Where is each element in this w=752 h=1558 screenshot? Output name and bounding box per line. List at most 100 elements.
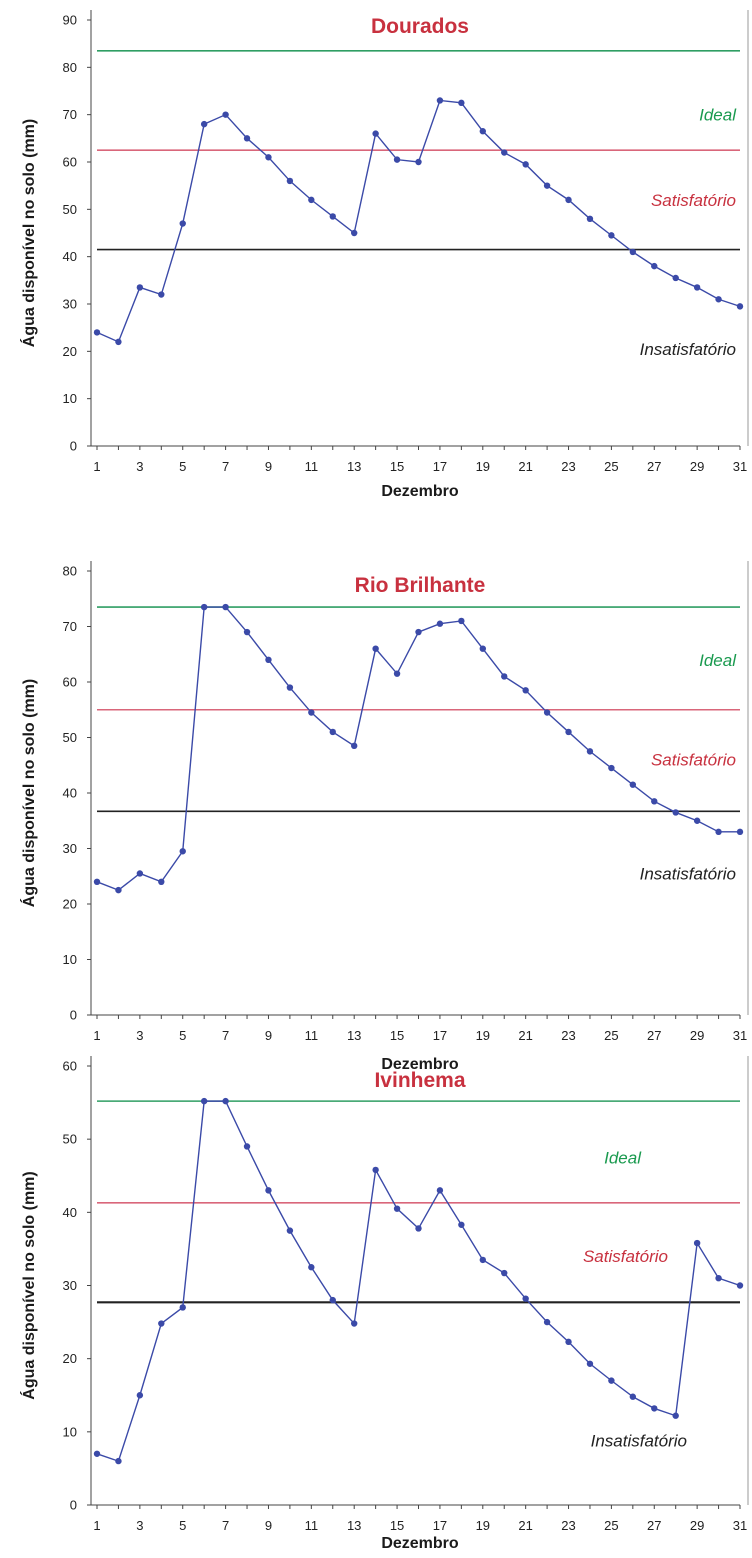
- x-tick-label: 13: [347, 1028, 361, 1043]
- data-point: [265, 656, 272, 663]
- x-axis-label: Dezembro: [381, 483, 459, 500]
- data-point: [629, 248, 637, 256]
- x-tick-label: 9: [265, 1028, 272, 1043]
- x-tick-label: 19: [476, 459, 490, 474]
- x-tick-label: 7: [222, 459, 229, 474]
- data-point: [543, 1318, 551, 1326]
- y-tick-label: 20: [63, 897, 77, 912]
- y-tick-label: 60: [63, 1059, 77, 1074]
- x-tick-label: 3: [136, 459, 143, 474]
- data-point: [522, 161, 529, 168]
- data-point: [586, 1360, 594, 1367]
- x-tick-label: 9: [265, 459, 272, 474]
- x-tick-label: 5: [179, 1028, 186, 1043]
- data-point: [715, 828, 722, 836]
- data-point: [415, 158, 422, 166]
- y-tick-label: 20: [63, 1351, 77, 1366]
- x-tick-label: 5: [179, 459, 186, 474]
- x-tick-label: 13: [347, 459, 361, 474]
- x-tick-label: 9: [265, 1518, 272, 1533]
- chart-title: Dourados: [371, 15, 469, 38]
- y-tick-label: 40: [63, 249, 77, 264]
- y-tick-label: 10: [63, 391, 77, 406]
- data-point: [393, 1205, 401, 1212]
- data-point: [565, 728, 572, 736]
- data-point: [308, 196, 315, 204]
- zone-label-satisfactory: Satisfatório: [651, 191, 736, 210]
- data-point: [415, 628, 422, 636]
- x-tick-label: 25: [604, 459, 618, 474]
- x-tick-label: 7: [222, 1028, 229, 1043]
- x-tick-label: 29: [690, 1518, 704, 1533]
- x-tick-label: 27: [647, 1518, 661, 1533]
- x-tick-label: 23: [561, 459, 575, 474]
- data-point: [179, 1304, 186, 1311]
- data-point: [265, 154, 272, 161]
- data-point: [329, 213, 336, 220]
- data-point: [286, 177, 294, 185]
- data-point: [222, 1097, 229, 1105]
- y-tick-label: 80: [63, 60, 77, 75]
- x-tick-label: 19: [476, 1028, 490, 1043]
- data-point: [501, 1269, 508, 1277]
- data-point: [608, 764, 615, 772]
- data-point: [243, 135, 251, 142]
- data-point: [351, 229, 358, 237]
- zone-label-ideal: Ideal: [699, 106, 737, 125]
- data-point: [200, 1097, 208, 1105]
- y-tick-label: 20: [63, 344, 77, 359]
- data-point: [265, 1187, 272, 1194]
- data-point: [501, 673, 508, 680]
- data-point: [158, 1320, 165, 1327]
- x-tick-label: 3: [136, 1518, 143, 1533]
- x-tick-label: 27: [647, 1028, 661, 1043]
- data-point: [715, 1274, 722, 1282]
- x-tick-label: 31: [733, 1518, 747, 1533]
- x-tick-label: 11: [305, 1028, 319, 1043]
- data-point: [479, 645, 486, 652]
- data-point: [93, 878, 101, 885]
- data-point: [372, 130, 379, 137]
- data-point: [286, 684, 294, 691]
- data-point: [308, 709, 315, 716]
- x-axis-label: Dezembro: [381, 1535, 459, 1552]
- y-tick-label: 70: [63, 619, 77, 634]
- x-tick-label: 7: [222, 1518, 229, 1533]
- x-tick-label: 15: [390, 459, 404, 474]
- data-point: [158, 878, 165, 885]
- data-point: [543, 182, 551, 189]
- data-point: [393, 156, 401, 163]
- data-point: [136, 284, 144, 291]
- data-point: [522, 1295, 529, 1302]
- y-tick-label: 0: [70, 439, 77, 454]
- data-point: [672, 274, 679, 282]
- data-point: [136, 1392, 144, 1399]
- y-tick-label: 30: [63, 841, 77, 856]
- data-point: [136, 870, 144, 877]
- x-tick-label: 31: [733, 459, 747, 474]
- data-point: [586, 748, 594, 755]
- data-point: [715, 296, 722, 303]
- y-tick-label: 50: [63, 1132, 77, 1147]
- data-point: [115, 338, 122, 346]
- data-point: [200, 603, 208, 611]
- x-tick-label: 19: [476, 1518, 490, 1533]
- data-point: [736, 828, 744, 836]
- y-axis-label: Água disponível no solo (mm): [19, 119, 38, 347]
- data-point: [458, 617, 465, 625]
- data-point: [93, 1450, 101, 1457]
- data-point: [693, 1239, 701, 1247]
- data-point: [158, 291, 165, 298]
- zone-label-insatisfactory: Insatisfatório: [591, 1432, 687, 1451]
- y-tick-label: 10: [63, 1424, 77, 1439]
- data-point: [329, 728, 336, 736]
- y-tick-label: 40: [63, 1205, 77, 1220]
- y-tick-label: 80: [63, 564, 77, 579]
- data-point: [672, 809, 679, 816]
- zone-label-ideal: Ideal: [699, 651, 737, 670]
- y-tick-label: 60: [63, 675, 77, 690]
- data-point: [351, 742, 358, 750]
- data-point: [436, 97, 444, 104]
